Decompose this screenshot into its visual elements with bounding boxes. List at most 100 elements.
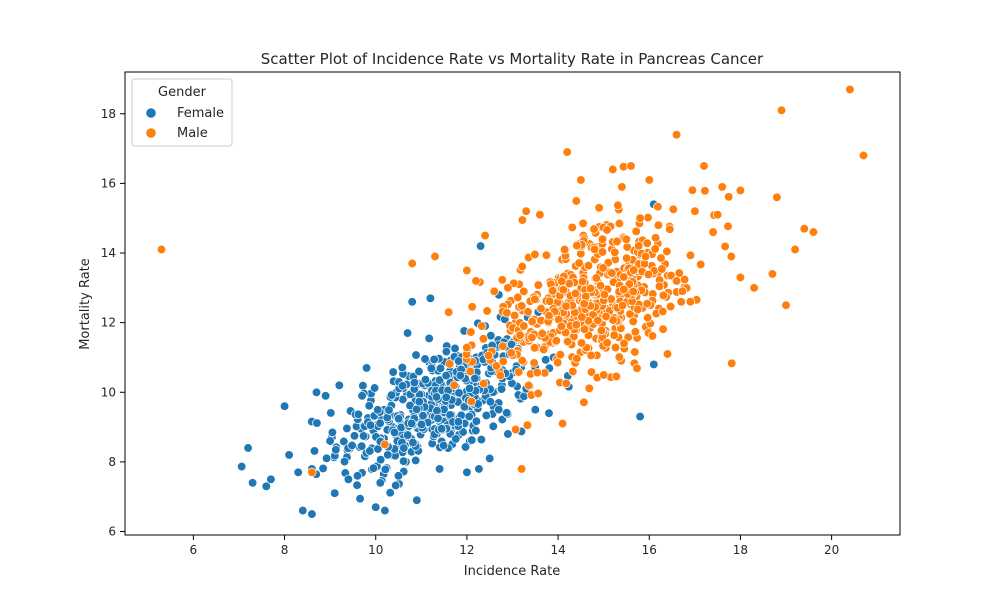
data-point bbox=[567, 222, 577, 233]
data-point bbox=[647, 331, 658, 341]
data-point bbox=[488, 421, 498, 431]
data-point bbox=[309, 446, 320, 456]
data-point bbox=[467, 302, 477, 312]
data-point bbox=[369, 383, 380, 393]
data-point bbox=[527, 316, 537, 327]
data-point bbox=[631, 226, 641, 236]
legend-title: Gender bbox=[158, 85, 207, 100]
data-point bbox=[358, 431, 369, 441]
data-point bbox=[576, 338, 587, 348]
data-point bbox=[649, 359, 659, 370]
data-point bbox=[717, 182, 727, 192]
data-point bbox=[464, 383, 475, 394]
data-point bbox=[642, 238, 652, 248]
data-point bbox=[327, 427, 338, 438]
data-point bbox=[658, 324, 668, 334]
data-point bbox=[477, 321, 487, 331]
data-point bbox=[432, 406, 442, 416]
y-tick-label: 8 bbox=[108, 455, 116, 469]
data-point bbox=[644, 175, 654, 185]
data-point bbox=[577, 276, 588, 287]
y-tick-label: 16 bbox=[101, 176, 116, 190]
data-point bbox=[389, 427, 400, 438]
data-point bbox=[599, 289, 610, 300]
data-point bbox=[596, 325, 607, 336]
data-point bbox=[243, 443, 253, 453]
data-point bbox=[617, 300, 628, 311]
data-point bbox=[557, 276, 567, 286]
data-point bbox=[478, 334, 489, 344]
data-point bbox=[451, 434, 461, 444]
data-point bbox=[657, 264, 667, 274]
data-point bbox=[677, 286, 688, 296]
data-point bbox=[559, 244, 570, 255]
data-point bbox=[608, 164, 618, 175]
data-point bbox=[462, 265, 472, 276]
data-point bbox=[530, 294, 540, 304]
x-tick-label: 14 bbox=[550, 543, 565, 557]
data-point bbox=[553, 357, 563, 368]
data-point bbox=[517, 355, 527, 366]
legend-label-female: Female bbox=[177, 106, 224, 121]
data-point bbox=[776, 105, 787, 115]
data-point bbox=[519, 321, 529, 331]
y-tick-label: 14 bbox=[101, 246, 116, 260]
data-point bbox=[613, 200, 623, 210]
data-point bbox=[435, 363, 446, 373]
data-point bbox=[643, 269, 654, 280]
data-point bbox=[476, 434, 487, 445]
data-point bbox=[494, 404, 504, 415]
data-point bbox=[544, 311, 554, 321]
x-axis-label: Incidence Rate bbox=[464, 564, 560, 579]
data-point bbox=[635, 213, 645, 223]
data-point bbox=[434, 375, 445, 385]
data-point bbox=[551, 336, 561, 346]
data-point bbox=[583, 260, 594, 271]
data-point bbox=[538, 344, 549, 355]
data-point bbox=[671, 130, 682, 140]
data-point bbox=[325, 436, 335, 446]
data-point bbox=[382, 412, 392, 423]
data-point bbox=[471, 425, 481, 436]
y-tick-label: 18 bbox=[101, 107, 116, 121]
data-point bbox=[561, 378, 571, 389]
data-point bbox=[562, 147, 572, 157]
data-point bbox=[318, 463, 328, 474]
data-point bbox=[426, 363, 436, 373]
y-tick-label: 12 bbox=[101, 316, 116, 330]
data-point bbox=[619, 284, 629, 295]
data-point bbox=[515, 330, 525, 340]
data-point bbox=[510, 424, 521, 435]
data-point bbox=[650, 233, 661, 243]
data-point bbox=[591, 273, 601, 283]
data-point bbox=[266, 474, 276, 484]
data-point bbox=[585, 283, 596, 294]
data-point bbox=[799, 224, 809, 234]
data-point bbox=[621, 234, 631, 244]
data-point bbox=[643, 313, 653, 323]
data-point bbox=[533, 280, 543, 290]
data-point bbox=[343, 474, 354, 484]
x-tick-label: 12 bbox=[459, 543, 474, 557]
data-point bbox=[509, 310, 520, 321]
data-point bbox=[376, 455, 386, 465]
data-point bbox=[628, 286, 638, 297]
data-point bbox=[662, 349, 673, 359]
data-point bbox=[676, 297, 686, 307]
data-point bbox=[498, 356, 508, 367]
data-point bbox=[687, 185, 698, 195]
data-point bbox=[556, 321, 567, 332]
data-point bbox=[357, 391, 367, 401]
data-point bbox=[599, 370, 609, 380]
data-point bbox=[595, 281, 606, 291]
data-point bbox=[517, 301, 527, 311]
data-point bbox=[602, 225, 612, 235]
data-point bbox=[544, 408, 554, 418]
data-point bbox=[298, 505, 308, 516]
data-point bbox=[665, 224, 675, 234]
data-point bbox=[436, 424, 447, 434]
data-point bbox=[449, 380, 459, 390]
data-point bbox=[579, 324, 590, 334]
data-point bbox=[398, 456, 409, 466]
